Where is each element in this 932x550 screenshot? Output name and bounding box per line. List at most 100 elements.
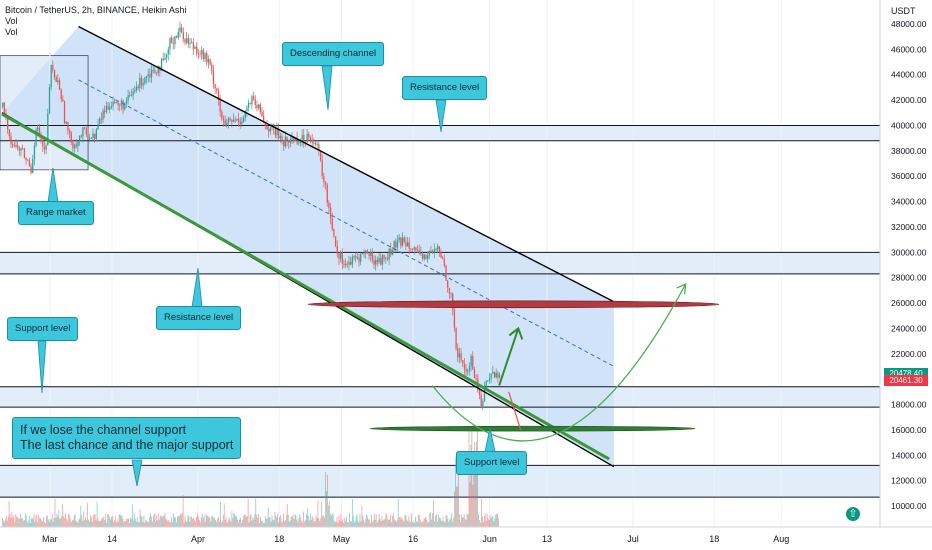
volume-bar (383, 519, 385, 527)
callout-support-bottom[interactable]: Support level (456, 451, 528, 475)
candle-body (408, 242, 410, 249)
volume-bar (116, 519, 118, 527)
volume-bar (221, 521, 223, 527)
volume-bar (215, 520, 217, 527)
candle-body (334, 236, 337, 247)
volume-bar (162, 515, 164, 527)
x-tick-label: 18 (274, 534, 284, 544)
callout-resistance-top[interactable]: Resistance level (402, 76, 488, 100)
volume-bar (461, 517, 463, 527)
callout-support-left[interactable]: Support level (7, 317, 79, 341)
candle-body (2, 102, 4, 107)
candle-body (371, 252, 374, 261)
candle-body (172, 42, 174, 44)
volume-bar (297, 521, 299, 527)
volume-bar (488, 520, 490, 527)
volume-bar (343, 522, 345, 527)
volume-bar (333, 521, 335, 527)
volume-bar (448, 521, 450, 527)
callout-note[interactable]: If we lose the channel support The last … (12, 417, 242, 459)
volume-bar (276, 517, 278, 527)
volume-bar (47, 519, 49, 527)
volume-bar (160, 515, 162, 527)
volume-bar (43, 516, 44, 527)
candle-body (18, 147, 21, 151)
candle-body (348, 261, 350, 265)
candle-body (35, 129, 37, 146)
volume-bar (184, 516, 186, 527)
volume-bar (419, 519, 421, 527)
volume-bar (151, 516, 152, 527)
volume-bar (277, 514, 279, 527)
candle-body (365, 250, 367, 254)
candle-body (437, 246, 439, 249)
volume-legend-2[interactable]: Vol (5, 27, 18, 37)
volume-bar (255, 498, 257, 527)
volume-bar (14, 522, 16, 527)
volume-bar (367, 516, 369, 527)
volume-bar (449, 519, 451, 527)
volume-bar (426, 519, 428, 527)
candle-body (242, 117, 245, 122)
volume-bar (10, 517, 12, 527)
candle-body (83, 127, 86, 129)
candle-body (433, 249, 435, 253)
candle-body (73, 144, 76, 149)
volume-bar (165, 518, 167, 527)
candle-body (30, 166, 32, 173)
volume-bar (69, 518, 71, 527)
volume-bar (195, 521, 196, 527)
volume-bar (321, 501, 323, 527)
volume-bar (477, 428, 478, 527)
volume-bar (352, 515, 354, 527)
volume-bar (474, 441, 476, 527)
volume-bar (200, 517, 202, 527)
callout-descending-channel[interactable]: Descending channel (282, 42, 385, 66)
volume-bar (61, 515, 63, 527)
candle-body (257, 104, 260, 109)
volume-bar (196, 517, 197, 527)
volume-bar (476, 441, 478, 527)
symbol-title[interactable]: Bitcoin / TetherUS, 2h, BINANCE, Heikin … (5, 5, 187, 15)
volume-bar (268, 517, 270, 527)
candle-body (176, 36, 178, 38)
volume-bar (159, 515, 161, 527)
volume-bar (137, 522, 139, 527)
candle-body (333, 229, 335, 237)
candle-body (370, 252, 372, 256)
candle-body (181, 27, 183, 33)
volume-bar (339, 520, 341, 527)
volume-bar (394, 519, 395, 527)
candle-body (206, 53, 208, 63)
volume-bar (104, 519, 106, 527)
volume-bar (464, 518, 466, 527)
candle-body (380, 257, 382, 265)
candle-body (212, 70, 215, 84)
callout-resistance-mid[interactable]: Resistance level (156, 306, 242, 330)
volume-bar (263, 522, 264, 527)
candle-body (378, 257, 380, 263)
volume-bar (191, 516, 193, 527)
volume-bar (39, 518, 41, 527)
candle-body (207, 59, 210, 63)
volume-bar (75, 520, 77, 527)
volume-bar (177, 515, 179, 527)
drop-projection-line (508, 391, 522, 431)
candle-body (120, 100, 123, 106)
volume-bar (285, 520, 286, 527)
volume-bar (252, 516, 254, 527)
volume-bar (263, 522, 265, 527)
candle-body (391, 250, 394, 255)
volume-bar (185, 520, 187, 527)
volume-bar (2, 520, 4, 527)
y-tick-label: 26000.00 (891, 298, 927, 308)
scroll-to-latest-button[interactable]: ⇧ (846, 507, 860, 521)
callout-range-market[interactable]: Range market (18, 201, 94, 225)
candle-body (22, 148, 24, 149)
candle-body (400, 237, 402, 246)
candle-body (284, 136, 287, 147)
volume-legend-1[interactable]: Vol (5, 16, 18, 26)
volume-bar (454, 491, 456, 527)
candle-body (135, 86, 138, 91)
volume-bar (425, 516, 427, 527)
